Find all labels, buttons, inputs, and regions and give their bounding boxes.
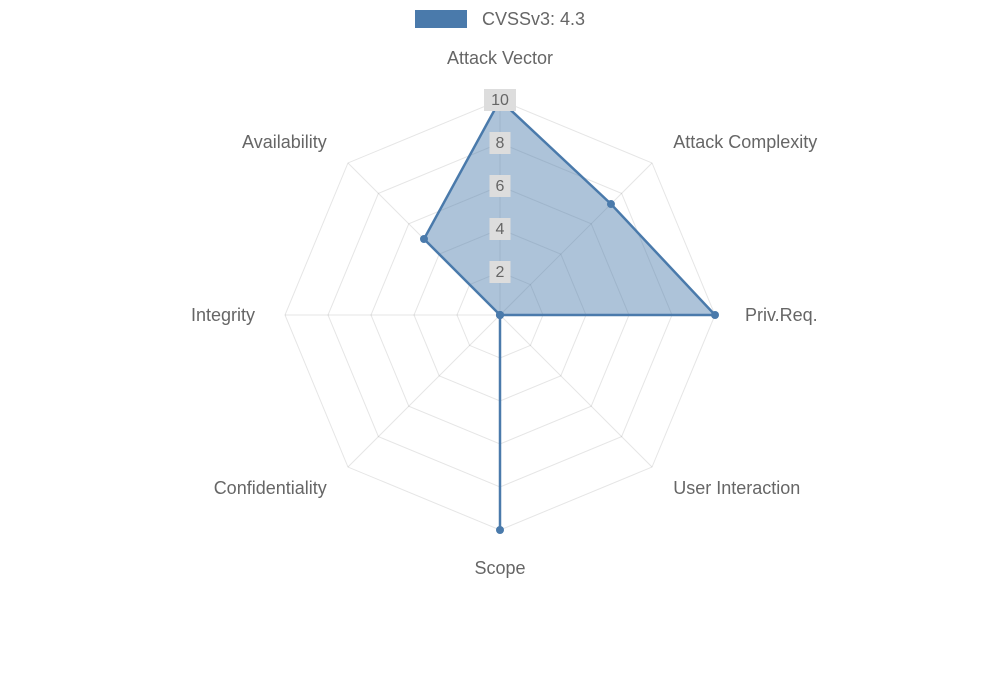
axis-label: Attack Complexity (673, 132, 817, 152)
series-point (496, 311, 504, 319)
tick-label: 8 (496, 135, 505, 152)
series-point (607, 200, 615, 208)
tick-label: 10 (491, 92, 509, 109)
axis-label: Confidentiality (214, 478, 327, 498)
tick-label: 6 (496, 178, 505, 195)
tick-label: 2 (496, 264, 505, 281)
axis-label: Availability (242, 132, 327, 152)
axis-label: User Interaction (673, 478, 800, 498)
series-point (420, 235, 428, 243)
radar-chart-container: CVSSv3: 4.3 246810Attack VectorAttack Co… (0, 0, 1000, 700)
series-point (496, 526, 504, 534)
axis-label: Scope (474, 558, 525, 578)
axis-label: Priv.Req. (745, 305, 818, 325)
radar-svg: 2 4 6 8 10 Attack Vector Attack Complexity Priv… (0, 0, 1000, 700)
axis-label: Integrity (191, 305, 255, 325)
series-point (711, 311, 719, 319)
tick-label: 4 (496, 221, 505, 238)
axis-label: Attack Vector (447, 48, 553, 68)
